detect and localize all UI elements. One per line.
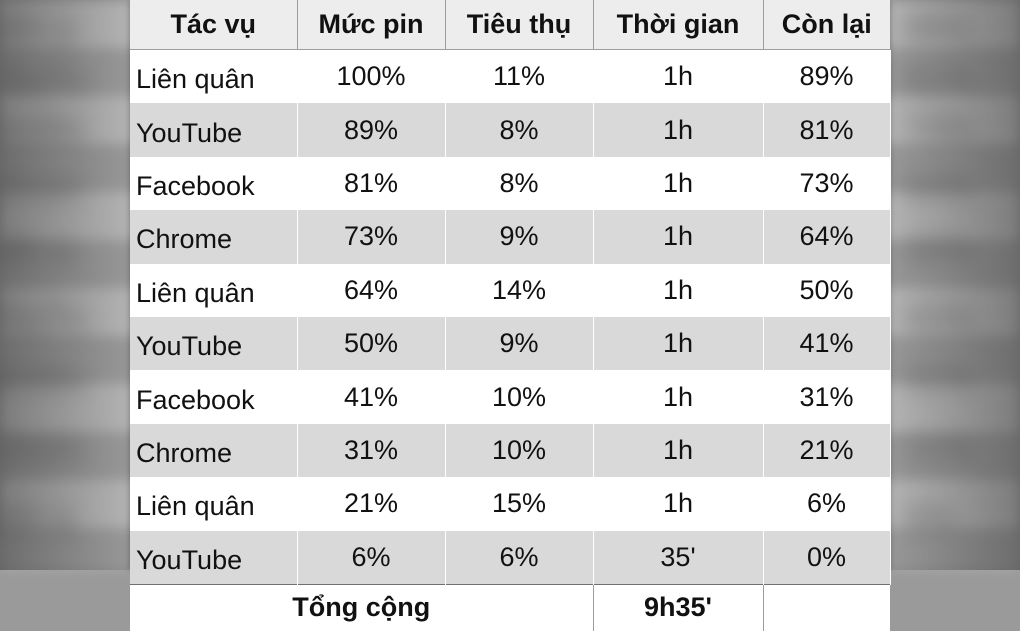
cell-time: 1h — [593, 370, 764, 424]
cell-task: YouTube — [130, 103, 298, 157]
cell-battery-level: 21% — [297, 477, 446, 531]
table-row: Chrome 73% 9% 1h 64% — [130, 210, 891, 264]
cell-battery-level: 6% — [297, 530, 446, 585]
cell-time: 1h — [593, 423, 764, 478]
header-consumption: Tiêu thụ — [445, 0, 594, 50]
cell-consumption: 14% — [445, 263, 594, 317]
cell-battery-level: 81% — [297, 156, 446, 211]
header-remaining: Còn lại — [763, 0, 890, 50]
total-label: Tổng cộng — [130, 583, 594, 631]
cell-battery-level: 31% — [297, 423, 446, 478]
cell-remaining: 50% — [763, 263, 891, 317]
cell-task: Facebook — [130, 156, 298, 211]
battery-usage-table: Tác vụ Mức pin Tiêu thụ Thời gian Còn lạ… — [130, 0, 891, 631]
cell-battery-level: 89% — [297, 103, 446, 157]
table-row: YouTube 50% 9% 1h 41% — [130, 316, 891, 371]
table-header-row: Tác vụ Mức pin Tiêu thụ Thời gian Còn lạ… — [130, 0, 890, 50]
left-vignette — [0, 0, 130, 570]
cell-task: Liên quân — [130, 49, 298, 104]
cell-consumption: 8% — [445, 156, 594, 211]
cell-consumption: 10% — [445, 423, 594, 478]
cell-battery-level: 50% — [297, 316, 446, 371]
cell-consumption: 9% — [445, 210, 594, 264]
cell-remaining: 31% — [763, 370, 891, 424]
cell-time: 1h — [593, 263, 764, 317]
total-remaining-empty — [763, 583, 890, 631]
table-row: YouTube 89% 8% 1h 81% — [130, 103, 891, 157]
header-time: Thời gian — [593, 0, 764, 50]
cell-battery-level: 100% — [297, 49, 446, 104]
cell-task: Liên quân — [130, 263, 298, 317]
header-battery-level: Mức pin — [297, 0, 446, 50]
cell-time: 1h — [593, 210, 764, 264]
cell-remaining: 6% — [763, 477, 891, 531]
cell-battery-level: 64% — [297, 263, 446, 317]
cell-time: 1h — [593, 103, 764, 157]
cell-time: 35' — [593, 530, 764, 585]
cell-time: 1h — [593, 49, 764, 104]
cell-battery-level: 41% — [297, 370, 446, 424]
cell-remaining: 73% — [763, 156, 891, 211]
cell-task: YouTube — [130, 530, 298, 585]
right-vignette — [890, 0, 1020, 570]
table-row: Liên quân 21% 15% 1h 6% — [130, 477, 891, 531]
table-row: YouTube 6% 6% 35' 0% — [130, 530, 891, 585]
cell-remaining: 21% — [763, 423, 891, 478]
cell-consumption: 11% — [445, 49, 594, 104]
cell-remaining: 0% — [763, 530, 891, 585]
cell-time: 1h — [593, 477, 764, 531]
cell-consumption: 8% — [445, 103, 594, 157]
cell-consumption: 15% — [445, 477, 594, 531]
cell-task: YouTube — [130, 316, 298, 371]
cell-time: 1h — [593, 156, 764, 211]
cell-consumption: 9% — [445, 316, 594, 371]
cell-task: Liên quân — [130, 477, 298, 531]
table-row: Facebook 81% 8% 1h 73% — [130, 156, 891, 211]
cell-task: Facebook — [130, 370, 298, 424]
cell-time: 1h — [593, 316, 764, 371]
cell-remaining: 41% — [763, 316, 891, 371]
cell-battery-level: 73% — [297, 210, 446, 264]
cell-task: Chrome — [130, 210, 298, 264]
cell-remaining: 81% — [763, 103, 891, 157]
cell-remaining: 64% — [763, 210, 891, 264]
table-row: Liên quân 64% 14% 1h 50% — [130, 263, 891, 317]
cell-consumption: 10% — [445, 370, 594, 424]
battery-usage-table-panel: Tác vụ Mức pin Tiêu thụ Thời gian Còn lạ… — [130, 0, 891, 631]
table-row: Liên quân 100% 11% 1h 89% — [130, 49, 891, 104]
table-footer-row: Tổng cộng 9h35' — [130, 583, 890, 631]
table-row: Facebook 41% 10% 1h 31% — [130, 370, 891, 424]
cell-consumption: 6% — [445, 530, 594, 585]
table-row: Chrome 31% 10% 1h 21% — [130, 423, 891, 478]
cell-remaining: 89% — [763, 49, 891, 104]
cell-task: Chrome — [130, 423, 298, 478]
total-time: 9h35' — [593, 583, 764, 631]
header-task: Tác vụ — [130, 0, 298, 50]
